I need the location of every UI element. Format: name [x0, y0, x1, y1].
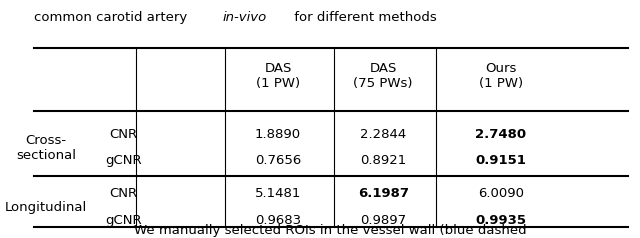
Text: Longitudinal: Longitudinal	[5, 201, 87, 213]
Text: DAS
(1 PW): DAS (1 PW)	[256, 62, 300, 90]
Text: 1.8890: 1.8890	[255, 128, 301, 141]
Text: for different methods: for different methods	[291, 11, 437, 24]
Text: 5.1481: 5.1481	[255, 188, 301, 200]
Text: gCNR: gCNR	[105, 214, 141, 227]
Text: 0.8921: 0.8921	[360, 154, 406, 167]
Text: We manually selected ROIs in the vessel wall (blue dashed: We manually selected ROIs in the vessel …	[134, 224, 527, 237]
Text: 0.9897: 0.9897	[360, 214, 406, 227]
Text: in-vivo: in-vivo	[222, 11, 267, 24]
Text: CNR: CNR	[109, 128, 138, 141]
Text: 0.9935: 0.9935	[476, 214, 526, 227]
Text: 0.9151: 0.9151	[476, 154, 526, 167]
Text: 0.9683: 0.9683	[255, 214, 301, 227]
Text: common carotid artery: common carotid artery	[34, 11, 191, 24]
Text: 2.2844: 2.2844	[360, 128, 406, 141]
Text: Cross-
sectional: Cross- sectional	[16, 134, 76, 162]
Text: 0.7656: 0.7656	[255, 154, 301, 167]
Text: Ours
(1 PW): Ours (1 PW)	[479, 62, 523, 90]
Text: gCNR: gCNR	[105, 154, 141, 167]
Text: DAS
(75 PWs): DAS (75 PWs)	[353, 62, 413, 90]
Text: CNR: CNR	[109, 188, 138, 200]
Text: 6.1987: 6.1987	[358, 188, 409, 200]
Text: 2.7480: 2.7480	[476, 128, 526, 141]
Text: 6.0090: 6.0090	[478, 188, 524, 200]
